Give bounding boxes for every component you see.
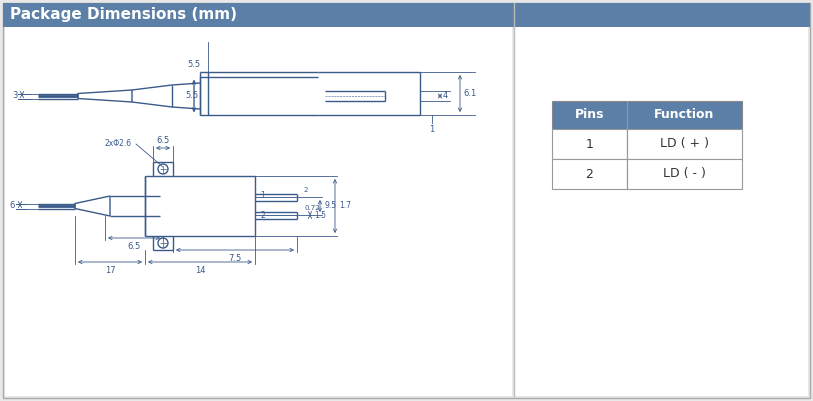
Text: 1: 1 — [429, 125, 435, 134]
Text: 2: 2 — [585, 168, 593, 180]
Text: 1: 1 — [260, 192, 265, 200]
Text: 17: 17 — [105, 266, 115, 275]
Text: 6.5: 6.5 — [156, 136, 170, 145]
Text: 3: 3 — [13, 91, 18, 101]
Text: 0.72: 0.72 — [304, 205, 320, 211]
Text: 1: 1 — [585, 138, 593, 150]
Text: 9.5: 9.5 — [324, 201, 336, 211]
Text: LD ( - ): LD ( - ) — [663, 168, 706, 180]
Text: 14: 14 — [195, 266, 205, 275]
Text: LD ( + ): LD ( + ) — [660, 138, 709, 150]
Text: 4: 4 — [443, 91, 448, 101]
Bar — [552, 101, 742, 129]
Text: 2: 2 — [260, 211, 265, 221]
Text: Function: Function — [654, 109, 715, 122]
Text: Pins: Pins — [575, 109, 604, 122]
Bar — [552, 159, 627, 189]
Text: 2: 2 — [304, 186, 308, 192]
Bar — [5, 27, 512, 396]
Bar — [552, 129, 627, 159]
Bar — [627, 129, 742, 159]
Text: 5.5: 5.5 — [188, 60, 201, 69]
Bar — [3, 3, 810, 27]
Text: 6.1: 6.1 — [463, 89, 476, 98]
Text: 5.5: 5.5 — [185, 91, 198, 101]
Text: 6.5: 6.5 — [128, 242, 141, 251]
Bar — [515, 27, 808, 396]
Text: 6: 6 — [10, 201, 15, 211]
Text: 1.7: 1.7 — [339, 201, 351, 211]
Text: 1.5: 1.5 — [314, 211, 326, 219]
Text: 2xΦ2.6: 2xΦ2.6 — [104, 140, 132, 148]
Bar — [627, 159, 742, 189]
Text: Package Dimensions (mm): Package Dimensions (mm) — [10, 8, 237, 22]
Text: 7.5: 7.5 — [228, 254, 241, 263]
